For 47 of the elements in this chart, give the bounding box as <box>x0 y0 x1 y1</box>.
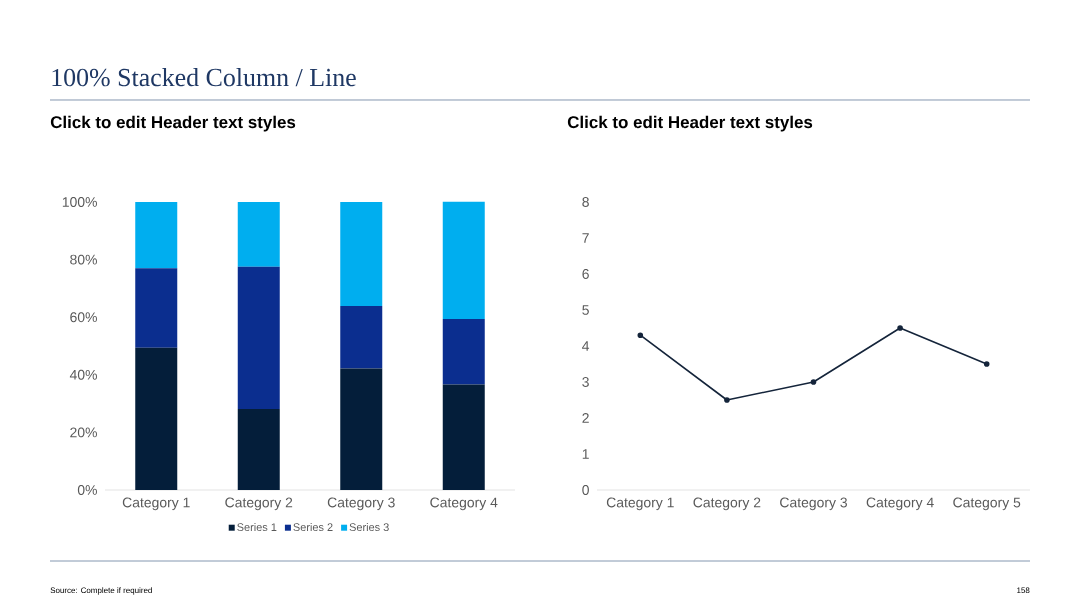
legend-label: Series 3 <box>349 522 389 532</box>
bar <box>340 368 383 490</box>
legend-label: Series 2 <box>293 522 333 532</box>
bar <box>442 384 485 490</box>
bar <box>442 201 485 319</box>
point <box>897 325 903 331</box>
y-tick-label: 80% <box>70 254 97 265</box>
y-tick-label: 100% <box>62 197 97 207</box>
x-tick-label: Category 4 <box>430 497 498 511</box>
text: 100% Stacked Column / Line <box>52 68 356 87</box>
y-tick-label: 20% <box>70 427 97 438</box>
bar <box>237 266 280 410</box>
point <box>810 379 817 385</box>
bar <box>237 202 280 267</box>
y-tick-label: 8 <box>582 197 589 207</box>
y-tick-label: 7 <box>582 233 589 243</box>
bar <box>340 202 383 306</box>
y-tick-label: 5 <box>582 305 589 315</box>
x-tick-label: Category 2 <box>225 497 293 511</box>
x-tick-label: Category 5 <box>953 497 1021 511</box>
y-tick-label: 0 <box>582 485 589 495</box>
point <box>637 332 644 338</box>
legend-label: Series 1 <box>237 522 277 532</box>
chart-title: Click to edit Header text styles <box>567 115 813 132</box>
y-tick-label: 4 <box>582 341 590 351</box>
bar <box>135 202 178 269</box>
bar <box>237 409 280 490</box>
bar <box>442 318 485 385</box>
y-tick-label: 0% <box>77 485 97 495</box>
y-tick-label: 40% <box>69 369 97 380</box>
bar <box>135 268 178 348</box>
y-tick-label: 60% <box>70 312 97 323</box>
x-tick-label: Category 1 <box>606 497 674 511</box>
y-tick-label: 6 <box>582 269 589 279</box>
point <box>983 361 990 367</box>
chart-title: Click to edit Header text styles <box>50 115 296 132</box>
x-tick-label: Category 3 <box>780 497 847 511</box>
x-tick-label: Category 2 <box>693 497 761 511</box>
x-tick-label: Category 3 <box>327 497 395 511</box>
y-tick-label: 1 <box>582 449 589 459</box>
bar <box>340 305 383 369</box>
bar <box>135 347 178 490</box>
point <box>724 397 730 403</box>
y-tick-label: 2 <box>582 413 589 423</box>
x-tick-label: Category 1 <box>122 497 190 511</box>
x-tick-label: Category 4 <box>866 497 934 511</box>
y-tick-label: 3 <box>582 377 589 387</box>
